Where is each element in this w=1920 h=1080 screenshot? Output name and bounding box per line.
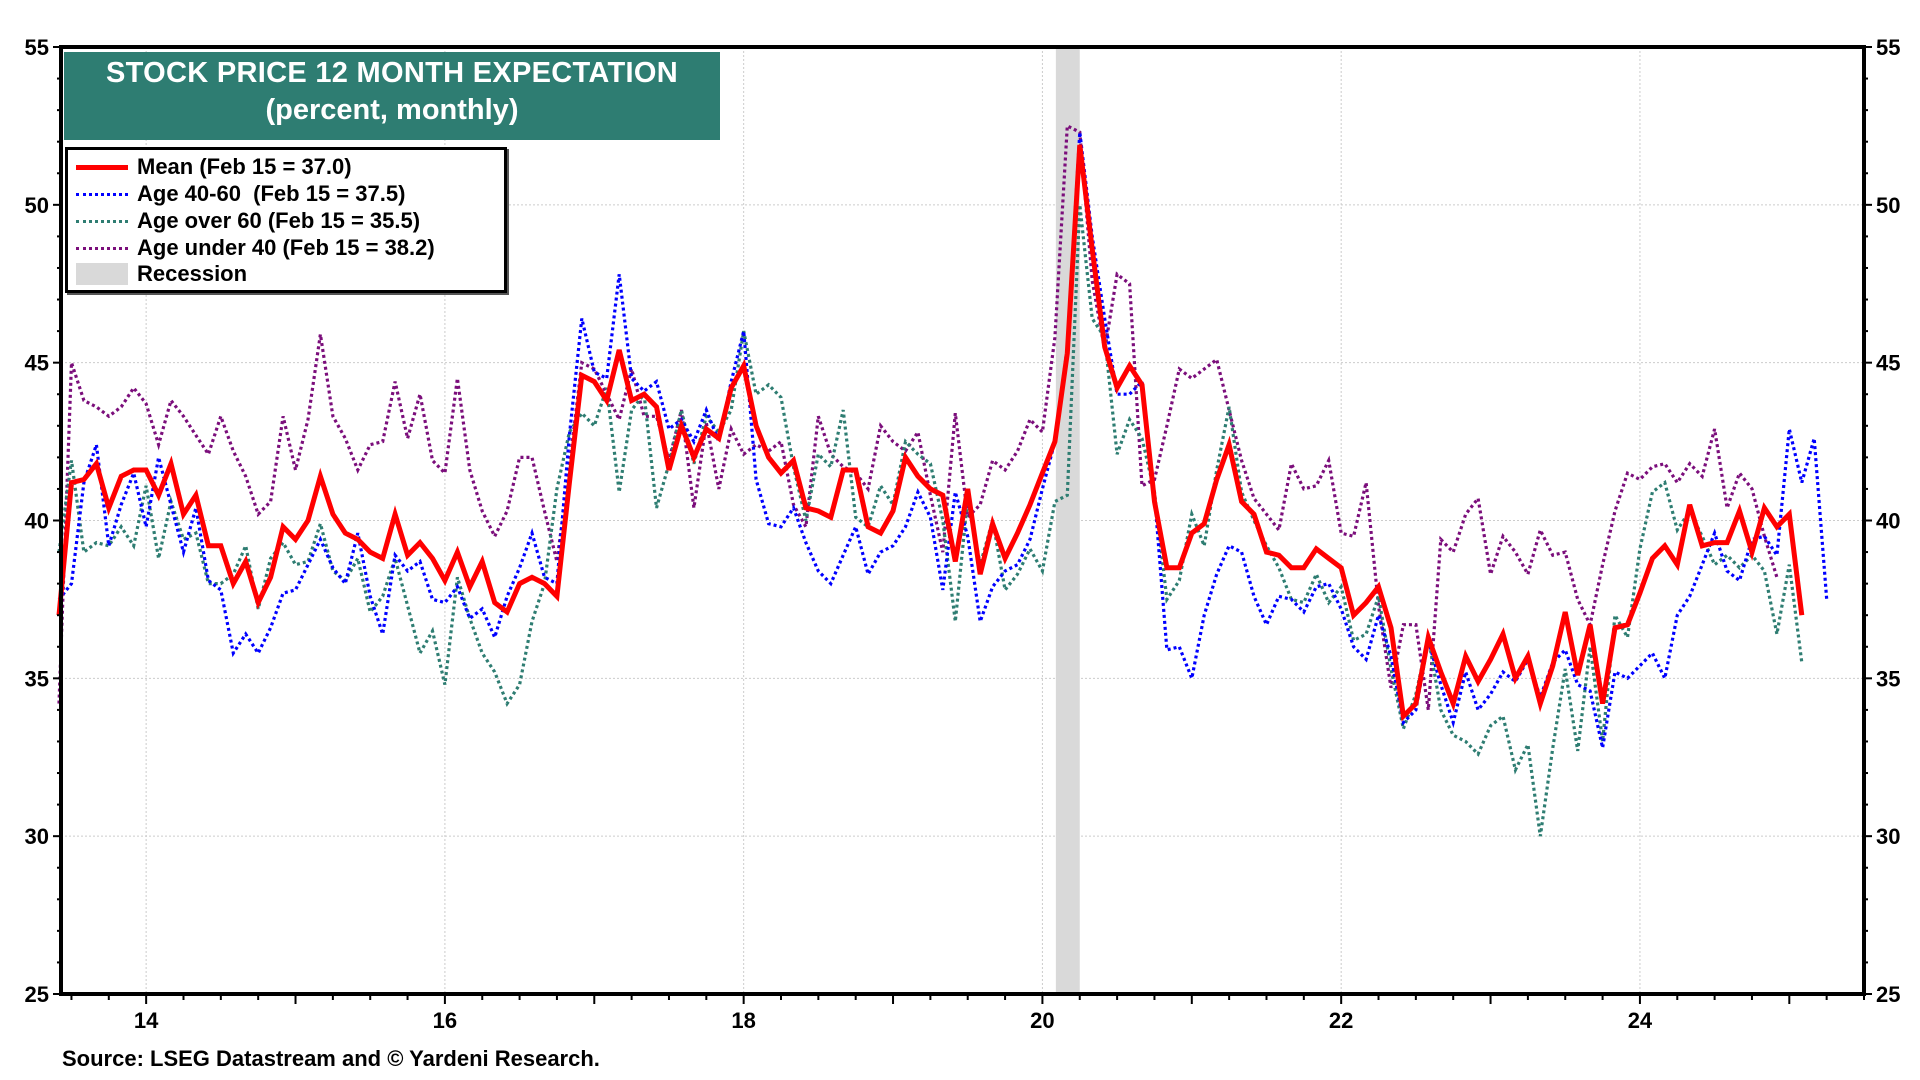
x-axis: 14 16 18 20 22 24 [70,994,1865,1033]
legend-swatch-age-40-60 [76,192,128,196]
source-note: Source: LSEG Datastream and © Yardeni Re… [62,1046,600,1071]
legend-item-mean: Mean (Feb 15 = 37.0) [76,154,352,180]
legend: Mean (Feb 15 = 37.0) Age 40-60 (Feb 15 =… [65,147,507,293]
chart-subtitle: (percent, monthly) [265,94,519,126]
y-tick-label-right: 40 [1876,509,1900,534]
legend-label: Age under 40 (Feb 15 = 38.2) [137,235,435,260]
y-axis-left: 25 30 35 40 45 50 55 [25,35,61,1007]
x-tick-label: 22 [1329,1008,1353,1033]
series-lines [56,123,1829,837]
y-tick-label-left: 30 [25,824,49,849]
y-axis-right: 25 30 35 40 45 50 55 [1864,35,1900,1007]
legend-item-recession: Recession [76,261,247,287]
legend-label: Recession [137,261,248,286]
chart-title: STOCK PRICE 12 MONTH EXPECTATION [106,57,678,89]
series-line-mean [56,144,1805,722]
y-tick-label-right: 45 [1876,351,1900,376]
y-tick-label-right: 35 [1876,666,1900,691]
legend-swatch-age-over-60 [76,219,128,223]
legend-label: Age over 60 (Feb 15 = 35.5) [137,208,421,233]
chart-title-box: STOCK PRICE 12 MONTH EXPECTATION (percen… [64,52,720,140]
legend-swatch-mean [76,164,128,170]
y-tick-label-right: 55 [1876,35,1900,60]
y-tick-label-left: 25 [25,982,49,1007]
x-tick-label: 20 [1030,1008,1054,1033]
legend-item-age-over-60: Age over 60 (Feb 15 = 35.5) [76,208,420,234]
legend-label: Mean (Feb 15 = 37.0) [137,154,352,179]
y-tick-label-left: 45 [25,351,49,376]
x-tick-label: 18 [731,1008,755,1033]
y-tick-label-right: 25 [1876,982,1900,1007]
y-tick-label-left: 35 [25,666,49,691]
x-tick-label: 24 [1628,1008,1653,1033]
y-tick-label-right: 50 [1876,193,1900,218]
y-tick-label-right: 30 [1876,824,1900,849]
legend-item-age-40-60: Age 40-60 (Feb 15 = 37.5) [76,181,405,207]
legend-swatch-age-under-40 [76,246,128,250]
y-tick-label-left: 55 [25,35,49,60]
legend-item-age-under-40: Age under 40 (Feb 15 = 38.2) [76,235,435,261]
legend-swatch-recession [76,263,128,285]
y-tick-label-left: 50 [25,193,49,218]
legend-label: Age 40-60 (Feb 15 = 37.5) [137,181,406,206]
x-tick-label: 14 [134,1008,159,1033]
x-tick-label: 16 [433,1008,457,1033]
series-line-age-over-60 [57,204,1804,837]
y-tick-label-left: 40 [25,509,49,534]
